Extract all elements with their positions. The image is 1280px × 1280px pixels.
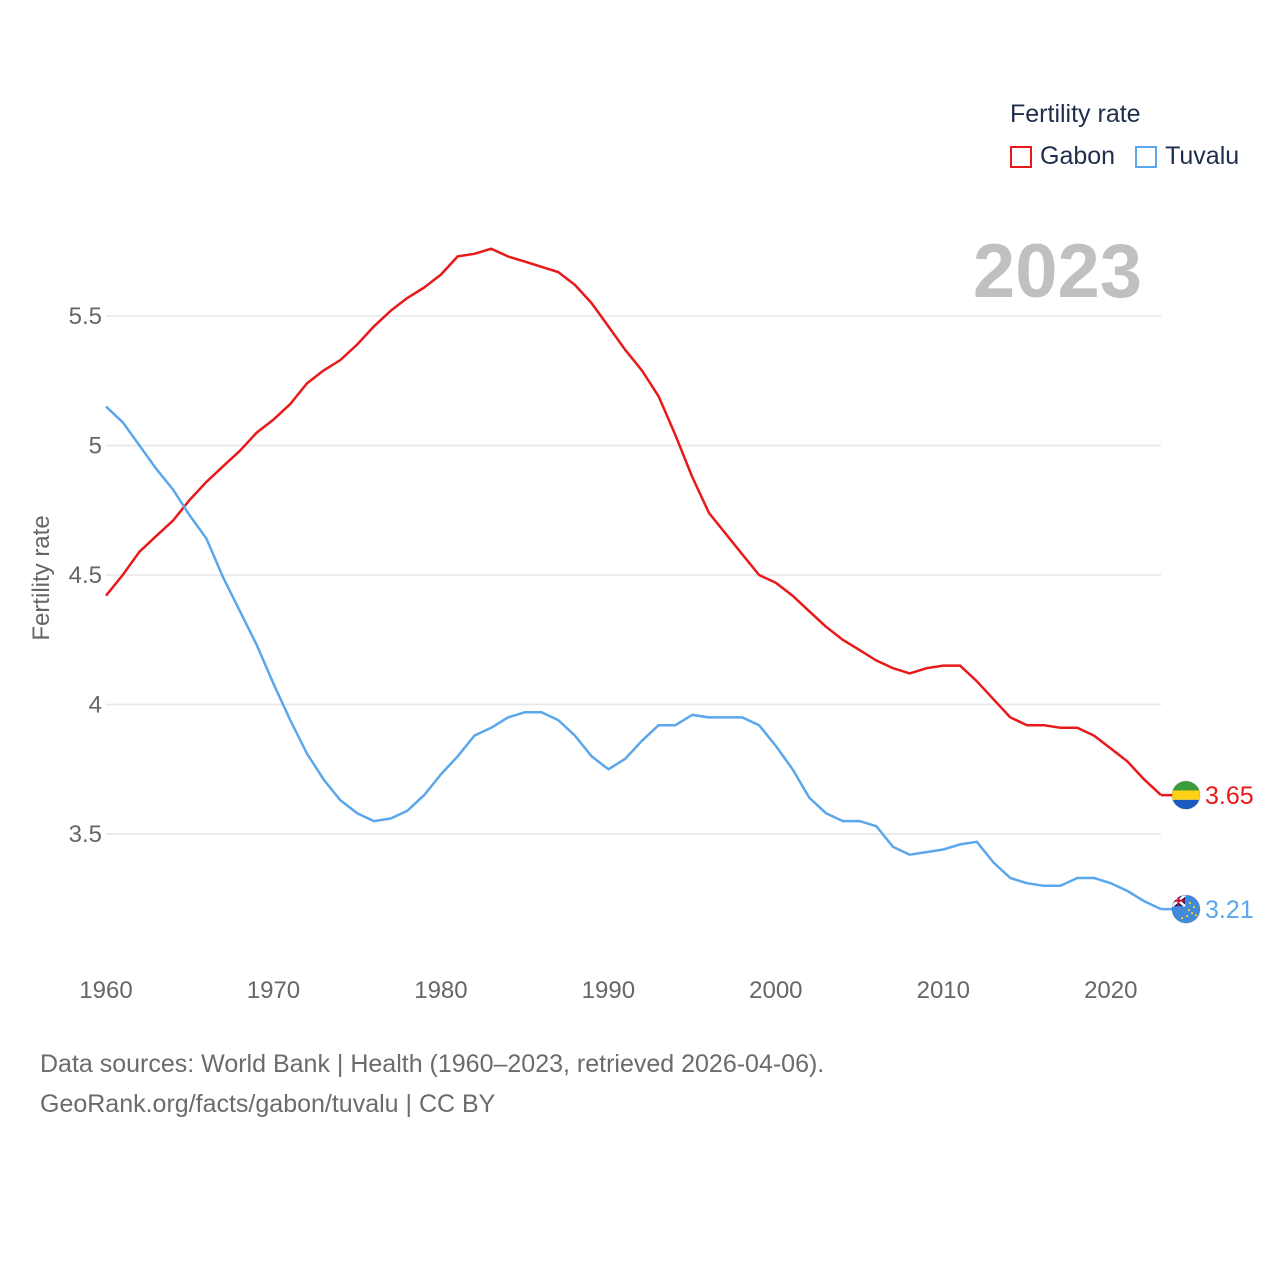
footer: Data sources: World Bank | Health (1960–… <box>40 1044 824 1124</box>
grid-lines <box>106 315 1161 835</box>
x-tick-label: 2000 <box>749 977 802 1004</box>
x-tick-label: 2010 <box>917 977 970 1004</box>
x-tick-label: 2020 <box>1084 977 1137 1004</box>
x-tick-label: 1960 <box>79 977 132 1004</box>
x-tick-label: 1990 <box>582 977 635 1004</box>
legend-title: Fertility rate <box>1010 100 1141 128</box>
y-tick-label: 5.5 <box>69 303 102 330</box>
tuvalu-flag-icon <box>1171 894 1201 924</box>
y-axis-label: Fertility rate <box>28 515 55 641</box>
series-end-value-gabon: 3.65 <box>1205 782 1254 810</box>
data-source-text: Data sources: World Bank | Health (1960–… <box>40 1050 825 1078</box>
x-tick-label: 1980 <box>414 977 467 1004</box>
y-axis: 3.5 4 4.5 5 5.5 <box>69 303 102 848</box>
legend: Gabon Tuvalu <box>1010 142 1259 171</box>
y-tick-label: 3.5 <box>69 821 102 848</box>
series-end-value-tuvalu: 3.21 <box>1205 896 1254 924</box>
legend-swatch-tuvalu <box>1135 145 1158 168</box>
y-tick-label: 4 <box>89 692 102 719</box>
legend-label-gabon: Gabon <box>1040 142 1116 170</box>
attribution-link[interactable]: GeoRank.org/facts/gabon/tuvalu | CC BY <box>40 1090 496 1118</box>
legend-item-gabon[interactable]: Gabon <box>1010 142 1115 171</box>
series-lines <box>105 247 1162 911</box>
y-tick-label: 5 <box>89 433 102 460</box>
gabon-flag-icon <box>1171 780 1201 810</box>
series-end-markers: 3.65 3.21 <box>1161 780 1254 924</box>
year-label: 2023 <box>972 229 1142 314</box>
y-tick-label: 4.5 <box>69 562 102 589</box>
legend-item-tuvalu[interactable]: Tuvalu <box>1135 142 1239 171</box>
x-tick-label: 1970 <box>247 977 300 1004</box>
series-line-gabon[interactable] <box>105 247 1162 797</box>
legend-swatch-gabon <box>1010 145 1032 168</box>
legend-label-tuvalu: Tuvalu <box>1165 142 1240 170</box>
series-line-tuvalu[interactable] <box>105 405 1162 911</box>
x-axis: 1960 1970 1980 1990 2000 2010 2020 <box>79 977 1137 1004</box>
